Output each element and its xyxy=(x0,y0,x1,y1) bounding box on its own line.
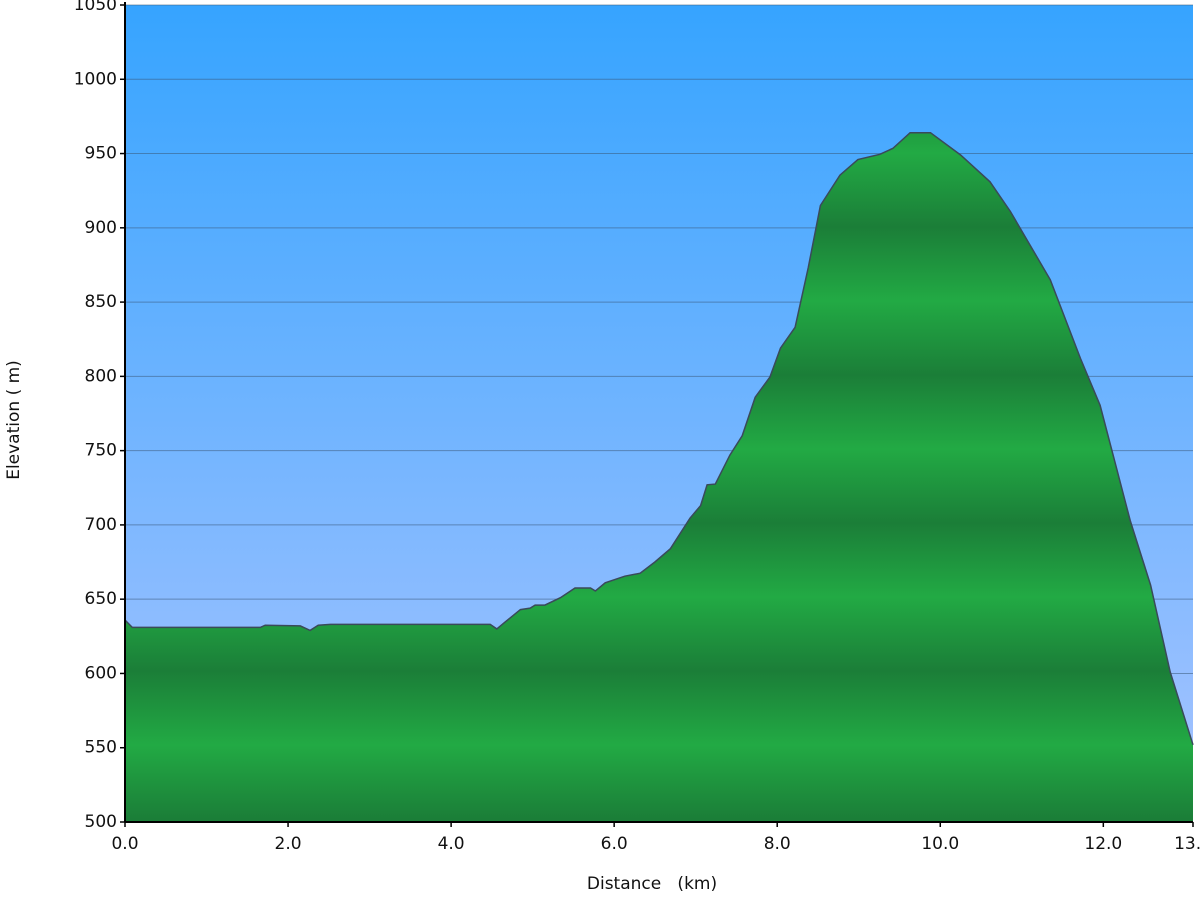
y-tick-label: 950 xyxy=(85,144,117,164)
y-tick-label: 550 xyxy=(85,738,117,758)
x-tick-label: 0.0 xyxy=(111,834,138,854)
y-tick-label: 750 xyxy=(85,441,117,461)
y-tick-label: 1050 xyxy=(74,0,117,15)
y-tick-label: 850 xyxy=(85,292,117,312)
y-axis-label: Elevation ( m) xyxy=(4,360,24,480)
x-tick-label: 13.1 xyxy=(1174,834,1200,854)
x-tick-label: 8.0 xyxy=(764,834,791,854)
elevation-line xyxy=(124,131,1194,746)
y-tick-label: 700 xyxy=(85,515,117,535)
y-tick-label: 900 xyxy=(85,218,117,238)
x-tick-label: 12.0 xyxy=(1084,834,1122,854)
y-tick-label: 500 xyxy=(85,812,117,832)
y-tick-label: 800 xyxy=(85,366,117,386)
y-tick-label: 600 xyxy=(85,663,117,683)
x-tick-label: 4.0 xyxy=(438,834,465,854)
x-axis-label: Distance (km) xyxy=(587,874,717,894)
y-tick-label: 650 xyxy=(85,589,117,609)
x-tick-label: 2.0 xyxy=(275,834,302,854)
x-tick-label: 10.0 xyxy=(921,834,959,854)
x-tick-label: 6.0 xyxy=(601,834,628,854)
elevation-area xyxy=(125,132,1193,822)
y-tick-label: 1000 xyxy=(74,69,117,89)
